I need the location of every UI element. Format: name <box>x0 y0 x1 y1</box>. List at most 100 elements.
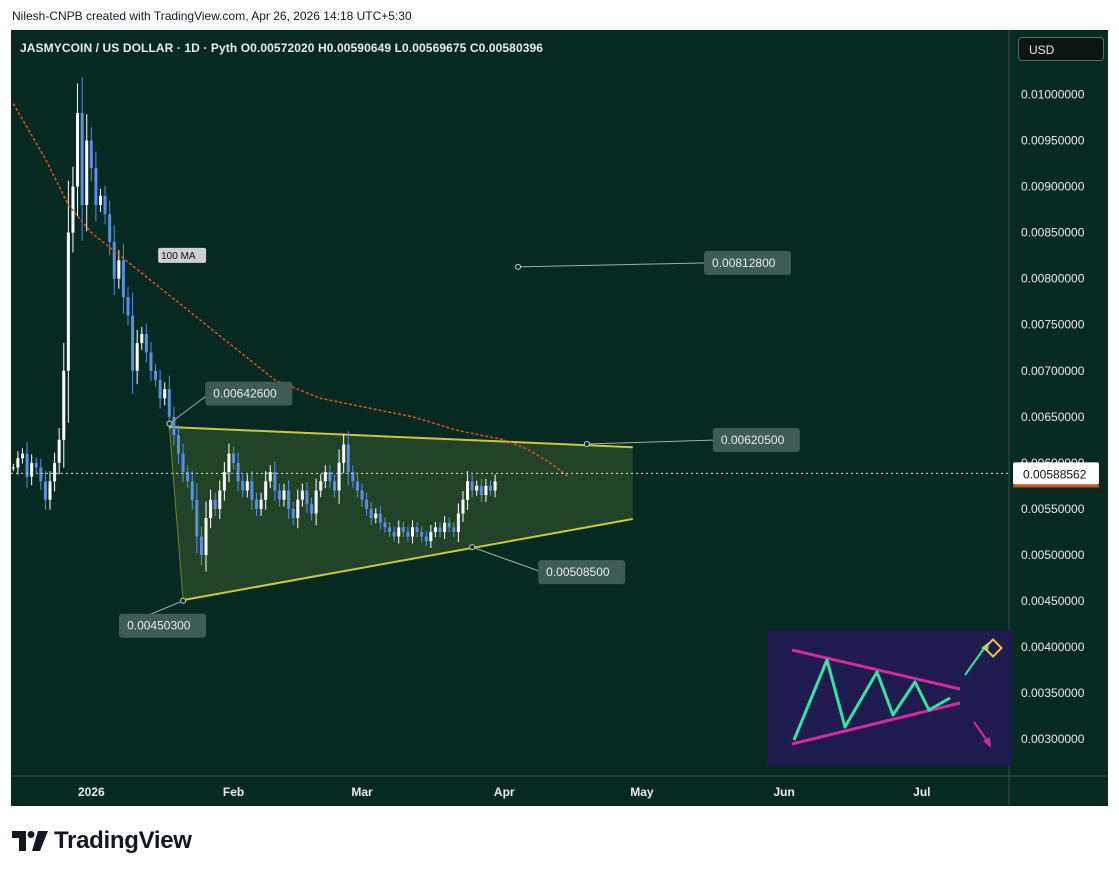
inset-up-arrow <box>964 646 986 676</box>
candle-body <box>158 379 162 399</box>
moving-average-label: 100 MA <box>158 247 207 263</box>
candle-body <box>300 490 304 500</box>
candle-body <box>369 508 373 519</box>
candle-body <box>43 481 47 500</box>
annotation-text: 0.00508500 <box>546 565 610 579</box>
candle-body <box>181 453 185 473</box>
candle-body <box>314 490 318 514</box>
candle-body <box>287 490 291 509</box>
candle-body <box>410 527 414 537</box>
price-chart[interactable]: 100 MA 0.00642600 0.00450300 0.00508500 0.00… <box>11 30 1108 806</box>
inset-diamond-icon <box>983 638 1003 658</box>
candle-body <box>310 504 314 514</box>
candle-body <box>76 112 80 187</box>
candle-body <box>429 531 433 542</box>
y-tick-label: 0.00900000 <box>1021 180 1085 194</box>
annotation-anchor <box>180 597 187 604</box>
y-tick-label: 0.00550000 <box>1021 502 1085 516</box>
candle-body <box>149 352 153 371</box>
chart-attribution: Nilesh-CNPB created with TradingView.com… <box>12 9 412 23</box>
candle-body <box>488 485 492 491</box>
candle-body <box>291 508 295 519</box>
candle-body <box>456 513 460 532</box>
candle-body <box>103 195 107 215</box>
candle-body <box>154 370 158 380</box>
candle-body <box>34 462 38 468</box>
candle-body <box>172 416 176 436</box>
moving-average-label-text: 100 MA <box>161 251 196 262</box>
candle-body <box>378 513 382 523</box>
candle-body <box>117 260 121 279</box>
candle-body <box>199 536 203 555</box>
candle-body <box>144 333 148 353</box>
y-tick-label: 0.00950000 <box>1021 134 1085 148</box>
inset-zigzag <box>792 658 951 741</box>
y-tick-label: 0.00750000 <box>1021 318 1085 332</box>
candle-body <box>259 499 263 509</box>
lower-trendline <box>182 518 633 602</box>
moving-average-line <box>12 103 569 478</box>
candle-body <box>406 531 410 537</box>
candle-body <box>190 481 194 500</box>
candle-body <box>332 481 336 491</box>
candle-body <box>484 485 488 496</box>
candle-body <box>493 481 497 491</box>
candle-body <box>273 472 277 491</box>
y-tick-label: 0.01000000 <box>1021 87 1085 101</box>
x-tick-label: Apr <box>494 785 515 799</box>
y-tick-label: 0.00450000 <box>1021 594 1085 608</box>
candle-body <box>475 485 479 491</box>
annotation-text: 0.00812800 <box>712 256 776 270</box>
x-tick-label: Jul <box>913 785 930 799</box>
candle-body <box>176 435 180 454</box>
candle-body <box>94 168 98 205</box>
y-tick-label: 0.00650000 <box>1021 410 1085 424</box>
annotation-leader <box>518 262 709 268</box>
candle-body <box>236 462 240 482</box>
inset-background <box>767 630 1011 766</box>
candle-body <box>121 260 125 298</box>
y-tick-label: 0.00400000 <box>1021 640 1085 654</box>
annotation-box <box>704 250 792 275</box>
y-tick-label: 0.00350000 <box>1021 686 1085 700</box>
candle-body <box>80 112 84 205</box>
candle-body <box>433 527 437 532</box>
annotation-text: 0.00620500 <box>721 433 785 447</box>
candle-body <box>66 232 70 371</box>
candle-body <box>131 315 135 371</box>
candle-body <box>319 481 323 491</box>
candle-body <box>16 458 20 468</box>
tradingview-logo[interactable]: TradingView <box>12 826 192 856</box>
candle-body <box>342 444 346 463</box>
y-tick-label: 0.00850000 <box>1021 226 1085 240</box>
candle-body <box>452 527 456 532</box>
candle-body <box>397 527 401 537</box>
annotation-box <box>712 427 800 452</box>
y-tick-label: 0.00500000 <box>1021 548 1085 562</box>
candle-body <box>360 490 364 500</box>
candle-body <box>222 472 226 491</box>
candle-body <box>11 467 15 469</box>
candle-body <box>447 522 451 528</box>
currency-button[interactable]: USD <box>1018 37 1104 61</box>
candle-body <box>186 472 190 482</box>
candle-body <box>39 467 43 482</box>
chart-area[interactable]: 100 MA 0.00642600 0.00450300 0.00508500 0.00… <box>11 30 1108 806</box>
triangle-fill <box>169 426 633 601</box>
candle-body <box>126 297 130 316</box>
candle-body <box>328 472 332 482</box>
candle-body <box>213 499 217 509</box>
candle-body <box>438 527 442 532</box>
candle-body <box>89 140 93 169</box>
candle-body <box>355 481 359 491</box>
candle-body <box>227 453 231 473</box>
tradingview-logo-icon <box>12 831 48 851</box>
annotation-leader <box>586 439 717 445</box>
x-tick-label: Mar <box>351 785 373 799</box>
inset-upper-line <box>791 648 961 691</box>
candle-body <box>277 490 281 500</box>
candle-body <box>250 481 254 500</box>
tradingview-logo-text: TradingView <box>54 827 192 854</box>
annotation-anchor <box>515 263 522 270</box>
candle-body <box>25 453 29 477</box>
